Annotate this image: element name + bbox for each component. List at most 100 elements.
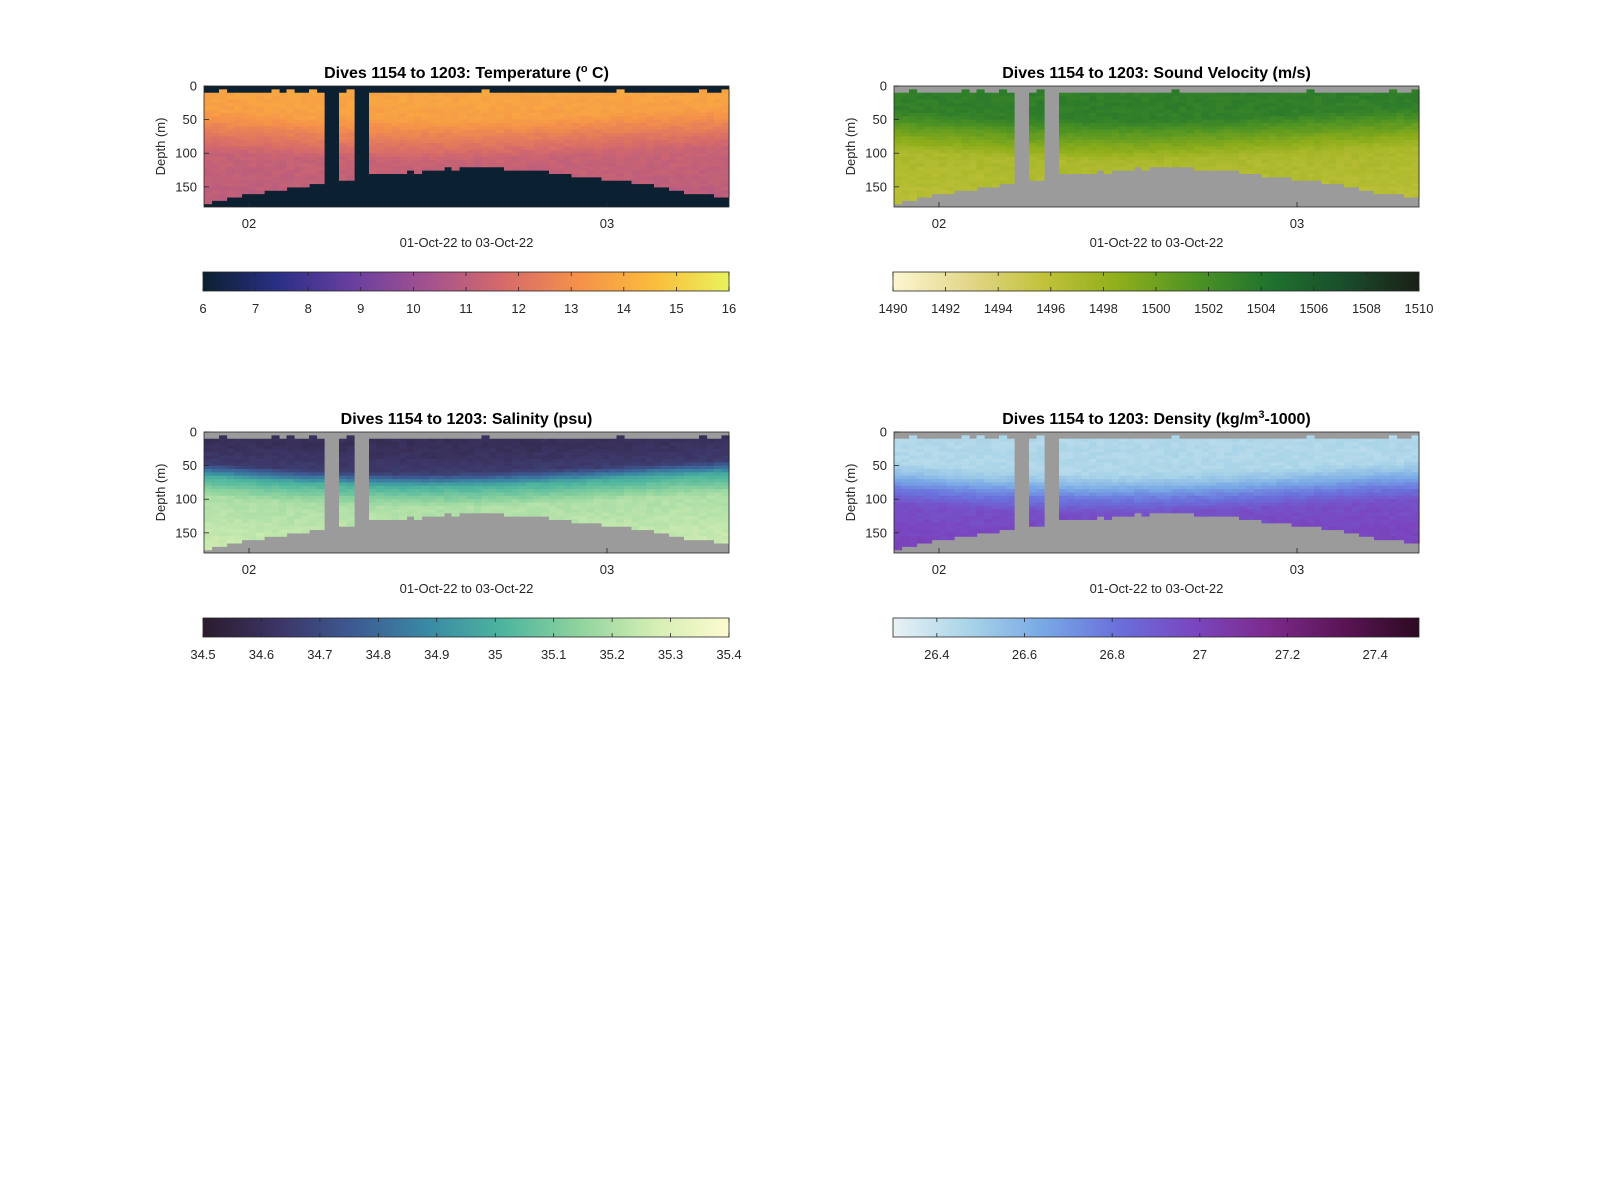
heatmap-cell — [234, 452, 243, 457]
heatmap-cell — [549, 505, 558, 510]
heatmap-cell — [586, 126, 595, 131]
heatmap-cell — [376, 99, 385, 104]
heatmap-cell — [511, 499, 520, 504]
heatmap-cell — [586, 133, 595, 138]
heatmap-cell — [346, 143, 355, 148]
heatmap-cell — [1284, 170, 1293, 174]
heatmap-cell — [586, 96, 595, 101]
heatmap-cell — [1411, 186, 1420, 191]
heatmap-cell — [1104, 96, 1113, 101]
heatmap-cell — [1299, 159, 1308, 164]
heatmap-cell — [436, 146, 445, 151]
heatmap-cell — [669, 146, 678, 151]
heatmap-cell — [466, 116, 475, 121]
heatmap-cell — [1209, 129, 1218, 134]
heatmap-cell — [204, 146, 213, 151]
heatmap-cell — [316, 170, 325, 174]
heatmap-cell — [504, 129, 513, 134]
heatmap-cell — [436, 445, 445, 450]
heatmap-cell — [339, 472, 348, 477]
heatmap-cell — [1171, 112, 1180, 117]
heatmap-cell — [346, 149, 355, 154]
heatmap-cell — [406, 479, 415, 484]
heatmap-cell — [474, 492, 483, 497]
heatmap-cell — [1284, 146, 1293, 151]
heatmap-cell — [586, 146, 595, 151]
heatmap-cell — [1224, 153, 1233, 158]
heatmap-cell — [991, 139, 1000, 144]
heatmap-cell — [234, 180, 243, 185]
heatmap-cell — [406, 109, 415, 114]
heatmap-cell — [676, 143, 685, 148]
heatmap-cell — [984, 122, 993, 127]
heatmap-cell — [556, 438, 565, 443]
heatmap-cell — [459, 455, 468, 460]
heatmap-cell — [661, 163, 670, 168]
heatmap-cell — [631, 163, 640, 168]
heatmap-cell — [301, 455, 310, 460]
heatmap-cell — [631, 173, 640, 178]
heatmap-cell — [241, 133, 250, 138]
heatmap-cell — [579, 149, 588, 154]
heatmap-cell — [1396, 136, 1405, 141]
heatmap-cell — [594, 458, 603, 463]
heatmap-cell — [1156, 146, 1165, 151]
heatmap-cell — [1269, 163, 1278, 168]
heatmap-cell — [699, 102, 708, 107]
heatmap-cell — [429, 499, 438, 504]
heatmap-cell — [1359, 159, 1368, 164]
heatmap-cell — [549, 146, 558, 151]
heatmap-cell — [534, 109, 543, 114]
heatmap-cell — [1201, 112, 1210, 117]
heatmap-cell — [1344, 176, 1353, 181]
heatmap-cell — [241, 153, 250, 158]
heatmap-cell — [346, 106, 355, 111]
heatmap-cell — [219, 143, 228, 148]
heatmap-cell — [421, 462, 430, 467]
heatmap-cell — [601, 468, 610, 473]
heatmap-cell — [279, 92, 288, 97]
heatmap-cell — [399, 106, 408, 111]
heatmap-cell — [1329, 136, 1338, 141]
heatmap-cell — [429, 126, 438, 131]
heatmap-cell — [286, 122, 295, 127]
heatmap-cell — [939, 106, 948, 111]
heatmap-cell — [1269, 149, 1278, 154]
heatmap-cell — [616, 452, 625, 457]
heatmap-cell — [1396, 106, 1405, 111]
heatmap-cell — [211, 156, 220, 161]
heatmap-cell — [1164, 149, 1173, 154]
heatmap-cell — [256, 139, 265, 144]
heatmap-cell — [406, 448, 415, 453]
heatmap-cell — [301, 122, 310, 127]
heatmap-cell — [594, 173, 603, 178]
heatmap-cell — [256, 499, 265, 504]
heatmap-cell — [1389, 99, 1398, 104]
heatmap-cell — [579, 472, 588, 477]
heatmap-cell — [624, 458, 633, 463]
heatmap-cell — [1254, 163, 1263, 168]
heatmap-cell — [1006, 146, 1015, 151]
heatmap-cell — [444, 109, 453, 114]
heatmap-cell — [534, 465, 543, 470]
heatmap-cell — [234, 442, 243, 447]
heatmap-cell — [1299, 143, 1308, 148]
heatmap-cell — [429, 475, 438, 480]
heatmap-cell — [984, 92, 993, 97]
heatmap-cell — [384, 119, 393, 124]
heatmap-cell — [1374, 149, 1383, 154]
heatmap-cell — [414, 516, 423, 520]
heatmap-cell — [376, 452, 385, 457]
heatmap-cell — [1111, 92, 1120, 97]
heatmap-cell — [1411, 106, 1420, 111]
heatmap-cell — [234, 193, 243, 198]
colorbar-tick-label: 10 — [406, 301, 420, 316]
heatmap-cell — [1149, 119, 1158, 124]
heatmap-cell — [474, 96, 483, 101]
heatmap-cell — [279, 438, 288, 443]
chart-title: Dives 1154 to 1203: Temperature (o C) — [324, 63, 609, 82]
heatmap-cell — [241, 502, 250, 507]
heatmap-cell — [384, 96, 393, 101]
heatmap-cell — [264, 499, 273, 504]
heatmap-cell — [1291, 163, 1300, 168]
